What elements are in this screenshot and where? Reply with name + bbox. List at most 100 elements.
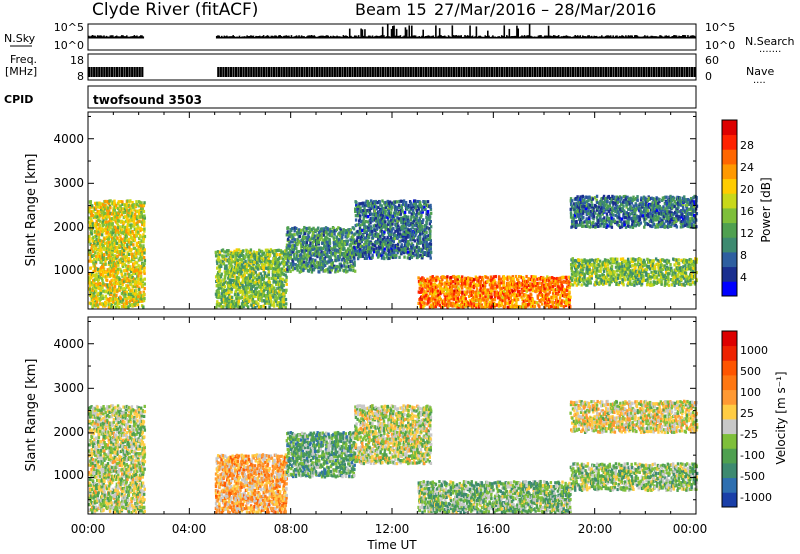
freq-sample — [642, 67, 645, 77]
scatter-cell — [312, 261, 316, 266]
nave-label: Nave — [746, 65, 774, 78]
nsky-sample — [322, 35, 324, 39]
nsky-sample — [286, 35, 289, 39]
scatter-cell — [112, 270, 115, 274]
scatter-cell — [268, 301, 271, 306]
scatter-cell — [372, 250, 376, 254]
scatter-cell — [410, 222, 413, 226]
scatter-cell — [92, 209, 95, 213]
scatter-cell — [397, 228, 400, 232]
scatter-cell — [416, 199, 419, 204]
freq-sample — [366, 67, 369, 77]
scatter-cell — [222, 254, 226, 258]
scatter-cell — [459, 277, 463, 281]
scatter-cell — [318, 265, 321, 270]
scatter-cell — [383, 216, 386, 220]
scatter-cell — [131, 214, 134, 218]
scatter-cell — [333, 264, 336, 268]
scatter-cell — [253, 281, 256, 285]
scatter-cell — [481, 275, 484, 280]
scatter-cell — [134, 215, 138, 219]
scatter-cell — [425, 240, 428, 244]
freq-sample — [680, 67, 683, 77]
scatter-cell — [129, 296, 133, 300]
nsky-sample — [683, 35, 685, 39]
scatter-cell — [414, 202, 418, 206]
scatter-cell — [102, 213, 106, 217]
scatter-cell — [429, 256, 432, 260]
scatter-cell — [504, 300, 507, 304]
scatter-cell — [293, 233, 296, 237]
freq-sample — [556, 67, 559, 77]
scatter-cell — [402, 201, 405, 205]
scatter-cell — [391, 219, 395, 223]
scatter-cell — [263, 265, 266, 269]
scatter-cell — [328, 248, 331, 252]
scatter-cell — [132, 271, 135, 275]
scatter-cell — [260, 276, 263, 280]
scatter-cell — [394, 210, 398, 214]
scatter-cell — [283, 288, 286, 293]
freq-sample — [138, 67, 141, 77]
scatter-cell — [481, 278, 485, 282]
scatter-cell — [401, 234, 404, 238]
scatter-cell — [295, 266, 299, 270]
scatter-cell — [352, 255, 356, 259]
scatter-cell — [229, 278, 232, 282]
scatter-cell — [96, 227, 99, 231]
nsky-sample — [497, 36, 499, 39]
freq-sample — [647, 67, 651, 77]
scatter-cell — [287, 234, 291, 239]
scatter-cell — [371, 246, 374, 250]
scatter-cell — [254, 305, 257, 310]
beam-label: Beam 15 — [355, 0, 427, 19]
scatter-cell — [129, 219, 132, 223]
scatter-cell — [409, 227, 413, 231]
scatter-cell — [406, 223, 409, 227]
scatter-cell — [235, 294, 239, 298]
scatter-cell — [116, 290, 119, 294]
scatter-cell — [448, 298, 451, 303]
nsky-sample — [637, 36, 640, 39]
scatter-cell — [323, 252, 326, 256]
scatter-cell — [437, 283, 441, 287]
scatter-cell — [410, 230, 414, 235]
scatter-cell — [484, 294, 487, 298]
scatter-cell — [240, 258, 244, 262]
scatter-cell — [119, 260, 122, 264]
scatter-cell — [313, 228, 316, 232]
nsky-sample — [361, 29, 364, 39]
scatter-cell — [262, 277, 266, 281]
scatter-cell — [405, 232, 408, 237]
scatter-cell — [429, 275, 432, 280]
scatter-cell — [298, 228, 301, 232]
scatter-cell — [102, 210, 105, 214]
scatter-cell — [377, 210, 381, 214]
scatter-cell — [429, 250, 433, 254]
scatter-cell — [407, 240, 410, 244]
scatter-cell — [345, 251, 348, 255]
scatter-cell — [266, 248, 269, 252]
freq-sample — [376, 67, 379, 77]
scatter-cell — [135, 248, 139, 252]
scatter-cell — [104, 294, 108, 298]
freq-sample — [308, 67, 311, 77]
scatter-cell — [222, 282, 226, 286]
scatter-cell — [355, 213, 359, 218]
scatter-cell — [99, 205, 103, 210]
scatter-cell — [289, 269, 292, 274]
nsky-sample — [476, 36, 479, 39]
nsky-sample — [101, 36, 104, 39]
scatter-cell — [232, 268, 235, 272]
scatter-cell — [394, 200, 397, 204]
scatter-cell — [339, 235, 343, 239]
scatter-cell — [116, 230, 119, 234]
scatter-cell — [241, 279, 245, 283]
scatter-cell — [319, 268, 322, 272]
scatter-cell — [399, 239, 402, 243]
nsky-sample — [142, 36, 145, 39]
scatter-cell — [125, 219, 129, 223]
scatter-cell — [403, 255, 406, 259]
nsky-sample — [460, 35, 462, 39]
freq-sample — [625, 67, 628, 77]
